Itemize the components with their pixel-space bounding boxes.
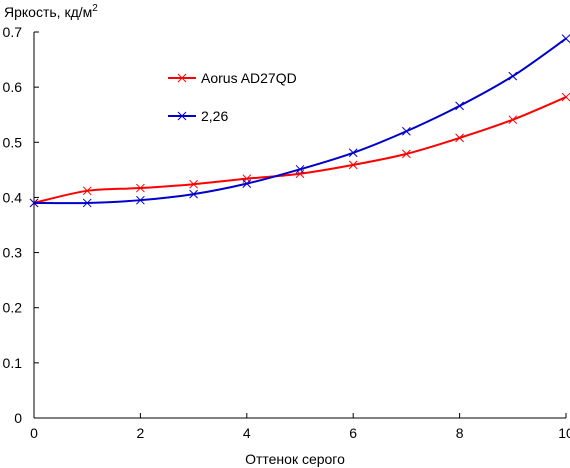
y-tick-label: 0.1 (3, 355, 23, 371)
y-tick-label: 0.7 (3, 24, 23, 40)
data-point-marker (177, 73, 187, 83)
y-ticks: 0 0.1 0.2 0.3 0.4 0.5 0.6 0.7 (3, 24, 39, 426)
y-axis-title: Яркость, кд/м2 (4, 3, 98, 20)
x-tick-label: 0 (30, 425, 38, 441)
data-point-marker (189, 179, 198, 189)
data-point-marker (177, 111, 187, 121)
data-point-marker (136, 195, 145, 205)
data-point-marker (402, 149, 411, 159)
data-point-marker (242, 179, 252, 188)
legend-label: 2,26 (201, 108, 228, 124)
data-point-marker (295, 164, 305, 174)
data-point-marker (508, 71, 518, 81)
x-ticks: 0 2 4 6 8 10 (30, 413, 570, 441)
data-point-marker (348, 160, 358, 170)
x-tick-label: 6 (349, 425, 357, 441)
data-point-marker (561, 92, 570, 102)
y-tick-label: 0.5 (3, 134, 23, 150)
x-tick-label: 2 (137, 425, 145, 441)
data-point-marker (29, 198, 39, 208)
data-point-marker (295, 169, 305, 179)
series-line (33, 37, 567, 205)
data-point-marker (561, 34, 570, 43)
data-point-marker (455, 101, 464, 111)
legend-item: Aorus AD27QD (168, 70, 297, 86)
data-point-marker (136, 183, 145, 193)
y-tick-label: 0.2 (3, 300, 23, 316)
x-tick-label: 10 (558, 425, 570, 441)
data-point-marker (82, 198, 92, 208)
series-line (33, 96, 567, 204)
x-tick-label: 4 (243, 425, 251, 441)
plot-frame (33, 32, 566, 419)
legend-label: Aorus AD27QD (201, 70, 297, 86)
data-point-marker (348, 148, 358, 158)
data-point-marker (82, 186, 92, 196)
legend: Aorus AD27QD 2,26 (168, 70, 297, 124)
series-1 (29, 92, 570, 208)
y-tick-label: 0 (14, 410, 22, 426)
x-tick-label: 8 (456, 425, 464, 441)
legend-item: 2,26 (168, 108, 228, 124)
y-tick-label: 0.4 (3, 189, 23, 205)
data-point-marker (402, 126, 411, 136)
data-point-marker (508, 115, 518, 125)
x-axis-title: Оттенок серого (245, 451, 345, 467)
y-tick-label: 0.3 (3, 245, 23, 261)
data-point-marker (455, 133, 464, 143)
y-tick-label: 0.6 (3, 79, 23, 95)
series-2 (29, 34, 570, 208)
data-point-marker (189, 189, 198, 199)
series-layer (29, 34, 570, 208)
